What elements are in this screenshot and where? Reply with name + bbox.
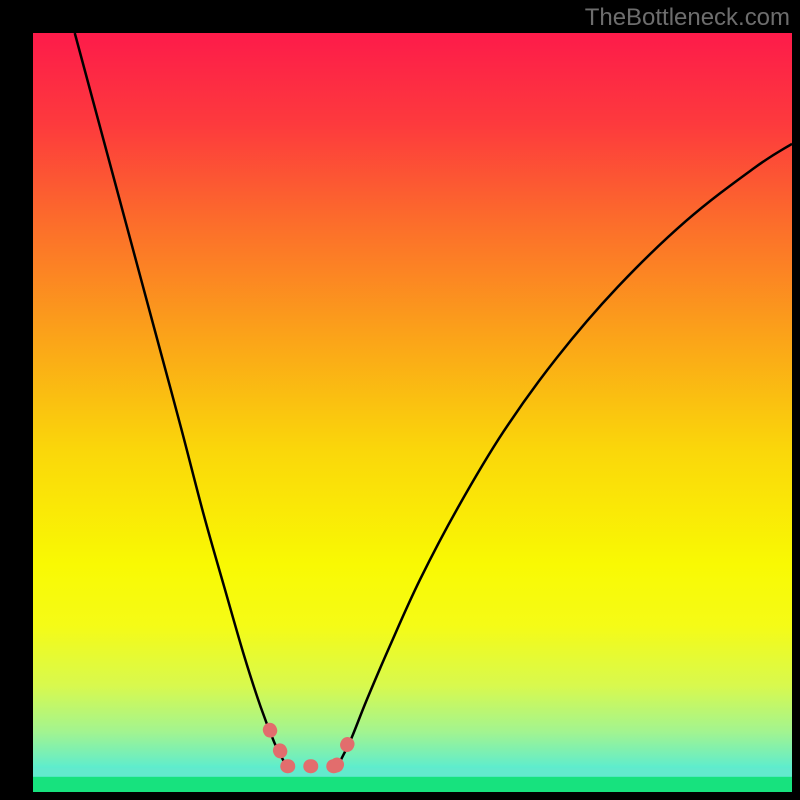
bottom-bands: [33, 768, 792, 792]
gradient-heatmap: [33, 33, 792, 792]
watermark-label: TheBottleneck.com: [585, 4, 790, 32]
chart-svg: [0, 0, 800, 800]
